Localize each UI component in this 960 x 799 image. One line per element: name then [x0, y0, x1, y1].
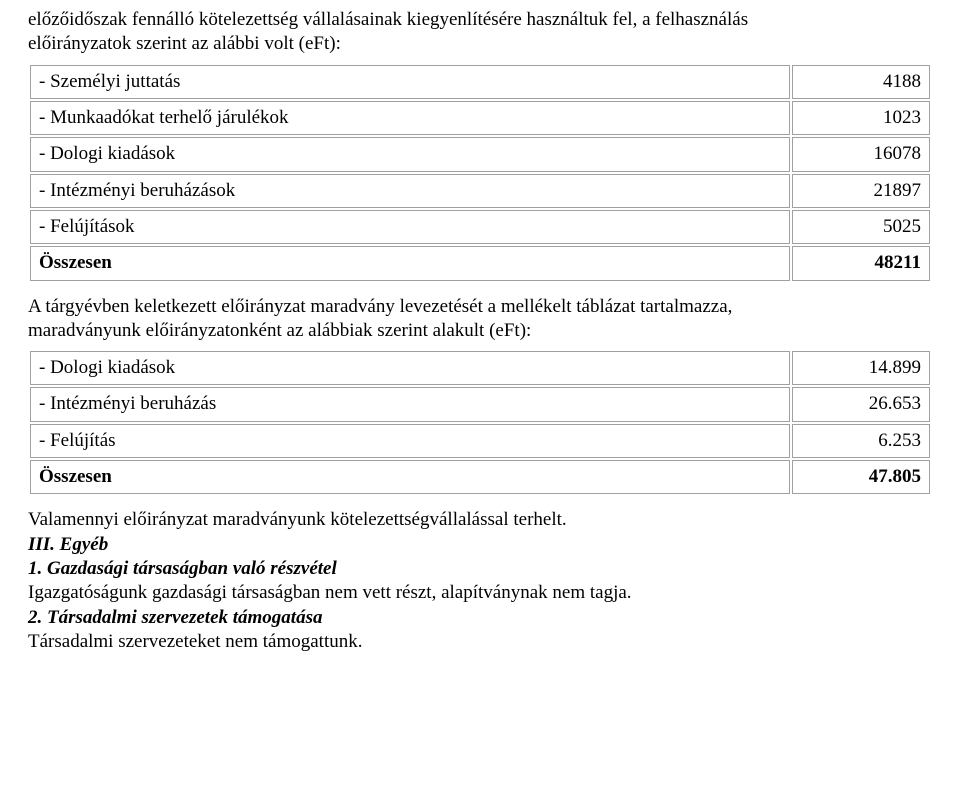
item-1-title: 1. Gazdasági társaságban való részvétel — [28, 558, 337, 579]
item-2-text: Társadalmi szervezeteket nem támogattunk… — [28, 631, 362, 652]
cell-value: 14.899 — [792, 351, 930, 385]
intro-line-2: előirányzatok szerint az alábbi volt (eF… — [28, 33, 341, 54]
item-1-text: Igazgatóságunk gazdasági társaságban nem… — [28, 582, 632, 603]
cell-label: - Munkaadókat terhelő járulékok — [30, 101, 790, 135]
cell-label-total: Összesen — [30, 460, 790, 494]
cell-label-total: Összesen — [30, 246, 790, 280]
cell-label: - Személyi juttatás — [30, 65, 790, 99]
cell-value: 1023 — [792, 101, 930, 135]
table-row: - Dologi kiadások 14.899 — [30, 351, 930, 385]
cell-value: 21897 — [792, 174, 930, 208]
intro-paragraph: előzőidőszak fennálló kötelezettség váll… — [28, 8, 932, 57]
cell-value: 5025 — [792, 210, 930, 244]
table-row: - Személyi juttatás 4188 — [30, 65, 930, 99]
table-row: - Dologi kiadások 16078 — [30, 137, 930, 171]
table-row: - Felújítás 6.253 — [30, 424, 930, 458]
cell-value-total: 47.805 — [792, 460, 930, 494]
table-row: - Felújítások 5025 — [30, 210, 930, 244]
document-page: előzőidőszak fennálló kötelezettség váll… — [0, 0, 960, 682]
mid-line-1: A tárgyévben keletkezett előirányzat mar… — [28, 296, 732, 317]
intro-line-1: előzőidőszak fennálló kötelezettség váll… — [28, 9, 748, 30]
table-row: - Intézményi beruházás 26.653 — [30, 387, 930, 421]
section-heading-iii: III. Egyéb — [28, 534, 108, 555]
after-line-1: Valamennyi előirányzat maradványunk köte… — [28, 509, 567, 530]
cell-label: - Dologi kiadások — [30, 351, 790, 385]
cell-label: - Intézményi beruházás — [30, 387, 790, 421]
mid-line-2: maradványunk előirányzatonként az alábbi… — [28, 320, 531, 341]
table-usage: - Személyi juttatás 4188 - Munkaadókat t… — [28, 63, 932, 283]
table-row-total: Összesen 48211 — [30, 246, 930, 280]
cell-label: - Intézményi beruházások — [30, 174, 790, 208]
cell-label: - Dologi kiadások — [30, 137, 790, 171]
table-remainder: - Dologi kiadások 14.899 - Intézményi be… — [28, 349, 932, 496]
table-row-total: Összesen 47.805 — [30, 460, 930, 494]
cell-label: - Felújítások — [30, 210, 790, 244]
item-2-title: 2. Társadalmi szervezetek támogatása — [28, 607, 322, 628]
mid-paragraph: A tárgyévben keletkezett előirányzat mar… — [28, 295, 932, 344]
cell-value: 16078 — [792, 137, 930, 171]
cell-value: 4188 — [792, 65, 930, 99]
table-row: - Intézményi beruházások 21897 — [30, 174, 930, 208]
cell-label: - Felújítás — [30, 424, 790, 458]
cell-value: 6.253 — [792, 424, 930, 458]
cell-value: 26.653 — [792, 387, 930, 421]
cell-value-total: 48211 — [792, 246, 930, 280]
afterword: Valamennyi előirányzat maradványunk köte… — [28, 508, 932, 654]
table-row: - Munkaadókat terhelő járulékok 1023 — [30, 101, 930, 135]
